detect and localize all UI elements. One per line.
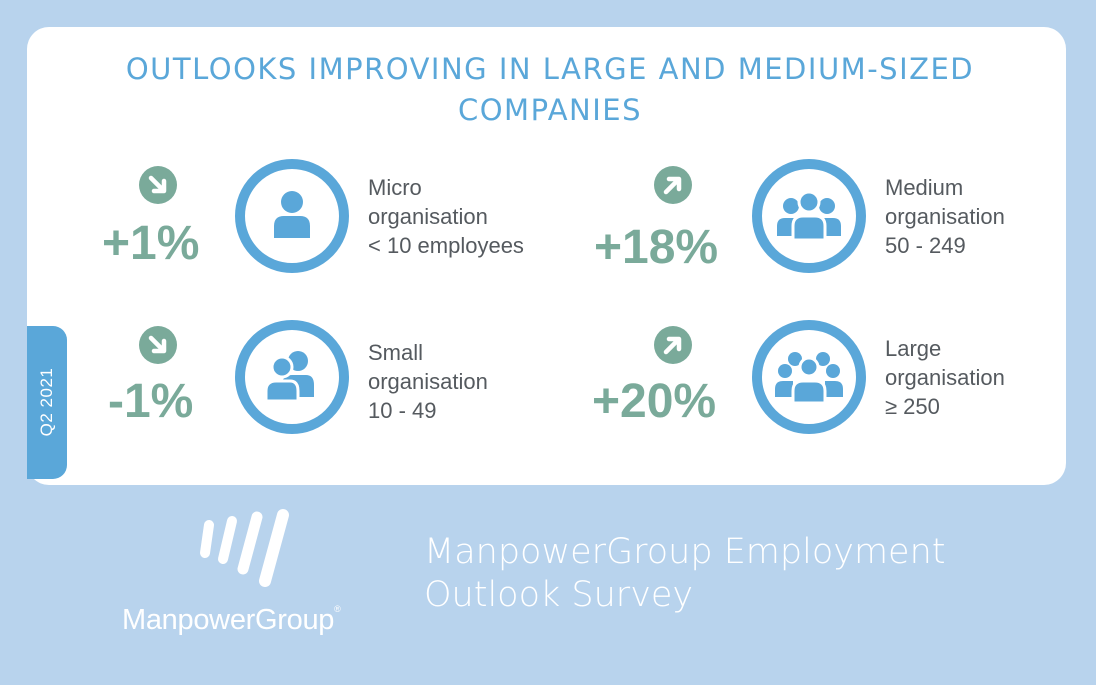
- medium-label: Medium organisation 50 - 249: [885, 173, 1005, 260]
- trend-up-arrow-icon: [654, 166, 692, 204]
- period-tab: [27, 326, 67, 479]
- medium-label-type: organisation: [885, 204, 1005, 229]
- micro-label-type: organisation: [368, 204, 488, 229]
- survey-title: ManpowerGroup Employment Outlook Survey: [424, 531, 946, 617]
- trend-down-arrow-icon: [139, 326, 177, 364]
- micro-outlook-value: +1%: [102, 217, 200, 270]
- large-label-range: ≥ 250: [885, 394, 940, 419]
- headline: OUTLOOKS IMPROVING IN LARGE AND MEDIUM-S…: [125, 52, 975, 127]
- large-label: Large organisation ≥ 250: [885, 334, 1005, 421]
- medium-label-range: 50 - 249: [885, 233, 966, 258]
- period-label: Q2 2021: [37, 367, 56, 437]
- small-label-type: organisation: [368, 369, 488, 394]
- small-label: Small organisation 10 - 49: [368, 338, 488, 425]
- small-label-range: 10 - 49: [368, 398, 437, 423]
- micro-label: Micro organisation < 10 employees: [368, 173, 524, 260]
- small-label-name: Small: [368, 340, 424, 365]
- trend-down-arrow-icon: [139, 166, 177, 204]
- medium-outlook-value: +18%: [594, 221, 719, 274]
- large-outlook-value: +20%: [592, 375, 717, 428]
- registered-mark: ®: [334, 604, 341, 614]
- micro-label-name: Micro: [368, 175, 422, 200]
- manpowergroup-logo-icon: [200, 509, 289, 587]
- large-group-icon: [752, 320, 866, 434]
- trend-up-arrow-icon: [654, 326, 692, 364]
- manpowergroup-logo-text: ManpowerGroup®: [122, 604, 341, 637]
- micro-label-range: < 10 employees: [368, 233, 524, 258]
- two-people-icon: [235, 320, 349, 434]
- small-outlook-value: -1%: [108, 375, 194, 428]
- large-label-type: organisation: [885, 365, 1005, 390]
- survey-title-line2: Outlook Survey: [424, 575, 694, 615]
- group-icon: [752, 159, 866, 273]
- logo-wordmark: ManpowerGroup: [122, 604, 335, 636]
- single-person-icon: [235, 159, 349, 273]
- large-label-name: Large: [885, 336, 942, 361]
- medium-label-name: Medium: [885, 175, 964, 200]
- infographic-card: [27, 27, 1066, 485]
- survey-title-line1: ManpowerGroup Employment: [424, 532, 946, 572]
